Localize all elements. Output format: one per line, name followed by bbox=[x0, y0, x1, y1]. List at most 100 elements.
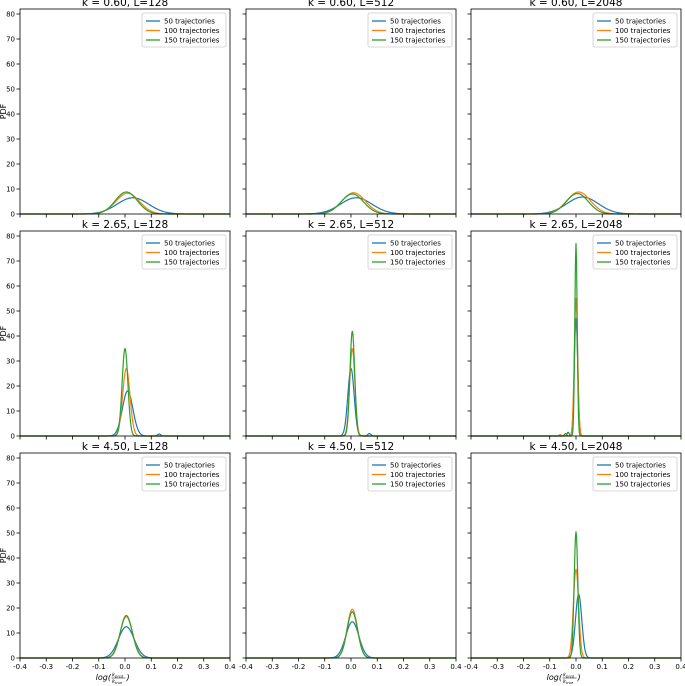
legend-entry: 100 trajectories bbox=[164, 249, 220, 257]
series-line bbox=[19, 367, 231, 437]
x-tick-label: 0.3 bbox=[649, 663, 660, 671]
legend bbox=[592, 12, 678, 48]
y-tick-label: 70 bbox=[6, 480, 15, 488]
legend bbox=[141, 456, 227, 492]
y-tick-label: 50 bbox=[6, 86, 15, 94]
x-axis-label-log: log( bbox=[547, 673, 563, 682]
subplot-title: k = 4.50, L=2048 bbox=[530, 441, 623, 453]
x-tick-label: -0.3 bbox=[39, 663, 53, 671]
series-line bbox=[19, 192, 231, 215]
x-axis-label-close: ) bbox=[577, 673, 581, 682]
subplot-title: k = 4.50, L=128 bbox=[82, 441, 168, 453]
x-axis-label-log: log( bbox=[96, 673, 112, 682]
legend-entry: 50 trajectories bbox=[164, 240, 215, 248]
legend-entry: 100 trajectories bbox=[164, 27, 220, 35]
x-tick-label: -0.1 bbox=[543, 663, 557, 671]
legend-entry: 50 trajectories bbox=[164, 462, 215, 470]
legend bbox=[141, 234, 227, 270]
subplot-title: k = 0.60, L=2048 bbox=[530, 0, 623, 9]
y-tick-label: 20 bbox=[6, 605, 15, 613]
y-tick-label: 10 bbox=[6, 186, 15, 194]
y-tick-label: 20 bbox=[6, 161, 15, 169]
subplot: k = 2.65, L=128 0 10 20 30 40 50 60 70 80 PDF 50 tr… bbox=[0, 219, 231, 441]
y-tick-label: 50 bbox=[6, 308, 15, 316]
subplot: k = 4.50, L=128 -0.4 -0.3 -0.2 -0.1 0.0 0.1 0.2… bbox=[0, 441, 236, 685]
x-tick-label: 0.1 bbox=[372, 663, 383, 671]
legend-entry: 50 trajectories bbox=[615, 18, 666, 26]
x-tick-label: -0.3 bbox=[490, 663, 504, 671]
y-axis-label: PDF bbox=[0, 547, 8, 563]
x-tick-label: -0.4 bbox=[13, 663, 27, 671]
legend-entry: 150 trajectories bbox=[390, 481, 446, 489]
y-tick-label: 10 bbox=[6, 630, 15, 638]
y-tick-label: 60 bbox=[6, 61, 15, 69]
x-tick-label: 0.4 bbox=[675, 663, 685, 671]
x-tick-label: 0.2 bbox=[623, 663, 634, 671]
legend bbox=[592, 234, 678, 270]
subplot: k = 4.50, L=512 -0.4 -0.3 -0.2 -0.1 0.0 0.1 0.2… bbox=[239, 441, 462, 671]
series-line bbox=[19, 626, 231, 659]
x-tick-label: 0.1 bbox=[597, 663, 608, 671]
x-tick-label: -0.1 bbox=[318, 663, 332, 671]
legend-entry: 100 trajectories bbox=[615, 471, 671, 479]
x-axis-label-denominator: k bbox=[112, 679, 116, 685]
subplot-title: k = 4.50, L=512 bbox=[308, 441, 394, 453]
y-axis-label: PDF bbox=[0, 103, 8, 119]
x-tick-label: 0.2 bbox=[172, 663, 183, 671]
legend bbox=[367, 234, 453, 270]
x-tick-label: -0.4 bbox=[464, 663, 478, 671]
x-tick-label: 0.2 bbox=[398, 663, 409, 671]
series-line bbox=[245, 197, 457, 215]
y-tick-label: 60 bbox=[6, 283, 15, 291]
y-tick-label: 70 bbox=[6, 36, 15, 44]
legend-entry: 50 trajectories bbox=[390, 18, 441, 26]
x-tick-label: 0.3 bbox=[198, 663, 209, 671]
series-line bbox=[470, 317, 682, 437]
y-tick-label: 20 bbox=[6, 383, 15, 391]
y-tick-label: 40 bbox=[6, 111, 15, 119]
series-line bbox=[19, 191, 231, 215]
x-tick-label: 0.4 bbox=[450, 663, 462, 671]
y-tick-label: 70 bbox=[6, 258, 15, 266]
x-axis-label-numerator: k bbox=[112, 673, 116, 679]
subplot-title: k = 2.65, L=512 bbox=[308, 219, 394, 231]
legend bbox=[367, 12, 453, 48]
legend-entry: 150 trajectories bbox=[164, 481, 220, 489]
subplot: k = 0.60, L=128 0 10 20 30 40 50 60 70 80 PDF 50 tr… bbox=[0, 0, 231, 219]
legend-entry: 150 trajectories bbox=[615, 37, 671, 45]
series-line bbox=[19, 614, 231, 659]
x-axis-label-numerator-sub: pred bbox=[114, 675, 124, 679]
legend-entry: 50 trajectories bbox=[164, 18, 215, 26]
legend-entry: 50 trajectories bbox=[615, 462, 666, 470]
y-tick-label: 80 bbox=[6, 11, 15, 19]
legend bbox=[592, 456, 678, 492]
x-tick-label: 0.0 bbox=[345, 663, 356, 671]
legend-entry: 100 trajectories bbox=[164, 471, 220, 479]
x-axis-label-denominator-sub: true bbox=[115, 681, 122, 685]
series-line bbox=[19, 390, 231, 437]
series-line bbox=[470, 191, 682, 215]
x-tick-label: 0.3 bbox=[424, 663, 435, 671]
x-axis-label-numerator: k bbox=[563, 673, 567, 679]
y-tick-label: 50 bbox=[6, 530, 15, 538]
legend-entry: 150 trajectories bbox=[615, 259, 671, 267]
subplot-title: k = 2.65, L=2048 bbox=[530, 219, 623, 231]
legend bbox=[367, 456, 453, 492]
subplot-title: k = 0.60, L=512 bbox=[308, 0, 394, 9]
y-tick-label: 30 bbox=[6, 358, 15, 366]
series-line bbox=[470, 531, 682, 659]
x-axis-label-close: ) bbox=[126, 673, 130, 682]
y-tick-label: 0 bbox=[11, 433, 15, 441]
legend-entry: 150 trajectories bbox=[390, 259, 446, 267]
legend-entry: 100 trajectories bbox=[390, 27, 446, 35]
x-tick-label: -0.2 bbox=[66, 663, 80, 671]
x-tick-label: -0.2 bbox=[292, 663, 306, 671]
series-line bbox=[245, 621, 457, 659]
